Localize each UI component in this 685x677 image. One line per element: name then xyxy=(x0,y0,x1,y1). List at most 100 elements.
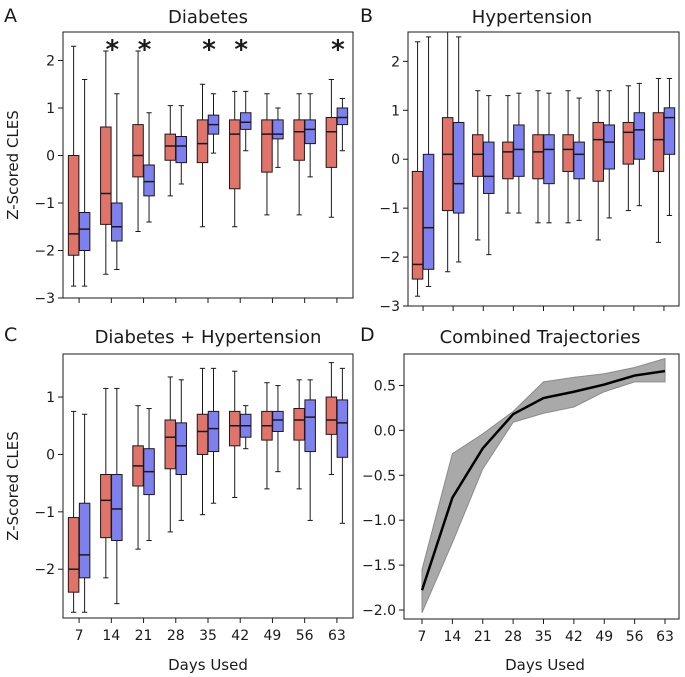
panel-b-plot: −3 −2 −1 0 1 2 xyxy=(379,31,676,315)
y-tick-label: 1 xyxy=(391,103,400,119)
box-series-2 xyxy=(573,141,585,180)
panel-c-frame xyxy=(62,353,354,619)
x-tick-label: 28 xyxy=(167,628,185,644)
y-tick-label: −1.5 xyxy=(362,558,396,574)
box-series-1 xyxy=(196,413,209,455)
box-series-1 xyxy=(67,155,80,256)
panel-d: D Combined Trajectories −2.0 −1.5 −1.0 −0.5… xyxy=(360,324,680,674)
box-series-1 xyxy=(164,419,177,470)
panel-a-ylabel: Z-Scored CLES xyxy=(4,110,22,220)
panel-d-frame xyxy=(403,353,680,620)
y-tick-label: −1 xyxy=(379,201,400,217)
y-tick-label: −3 xyxy=(34,291,55,307)
box-series-1 xyxy=(622,122,635,165)
box-series-1 xyxy=(325,396,338,435)
y-tick-label: 2 xyxy=(46,54,55,70)
significance-star: * xyxy=(202,35,216,65)
box-series-2 xyxy=(513,124,525,177)
x-tick-label: 21 xyxy=(135,628,153,644)
panel-c-ylabel: Z-Scored CLES xyxy=(4,431,22,541)
panel-d-xlabel: Days Used xyxy=(505,656,585,674)
y-tick-label: 0 xyxy=(46,447,55,463)
x-tick-label: 21 xyxy=(474,629,492,645)
box-series-2 xyxy=(78,212,91,251)
panel-b-title: Hypertension xyxy=(472,7,592,28)
y-tick-label: −0.5 xyxy=(362,468,396,484)
y-tick-label: −3 xyxy=(379,299,400,315)
x-tick-label: 63 xyxy=(328,628,346,644)
y-tick-label: −1 xyxy=(34,196,55,212)
x-tick-label: 63 xyxy=(656,629,674,645)
y-tick-label: 1 xyxy=(46,101,55,117)
box-series-1 xyxy=(532,134,544,180)
y-tick-label: −2.0 xyxy=(362,603,396,619)
y-tick-label: −1.0 xyxy=(362,513,396,529)
y-tick-label: −2 xyxy=(34,244,55,260)
panel-a: A Diabetes −3 −2 −1 0 1 2 * * * * * Z-Scored CLES xyxy=(4,5,354,307)
x-tick-label: 35 xyxy=(535,629,553,645)
box-series-1 xyxy=(100,474,112,539)
x-tick-label: 28 xyxy=(504,629,522,645)
box-series-1 xyxy=(293,119,305,161)
box-series-2 xyxy=(336,399,349,458)
panel-d-plot: −2.0 −1.5 −1.0 −0.5 0.0 0.5 7 14 21 28 35 42 49 56 63 xyxy=(362,357,674,645)
x-tick-label: 7 xyxy=(418,629,427,645)
panel-c: C Diabetes + Hypertension −2 −1 0 1 7 14 21 28 3… xyxy=(4,324,354,674)
box-series-2 xyxy=(111,202,123,242)
box-series-2 xyxy=(304,399,316,453)
box-series-2 xyxy=(111,474,123,542)
box-series-1 xyxy=(502,141,514,180)
box-series-2 xyxy=(272,410,284,432)
box-series-1 xyxy=(472,134,484,177)
x-tick-label: 49 xyxy=(595,629,613,645)
y-tick-label: −1 xyxy=(34,505,55,521)
significance-star: * xyxy=(106,35,120,65)
box-series-2 xyxy=(543,134,555,185)
x-tick-label: 42 xyxy=(565,629,583,645)
y-tick-label: −2 xyxy=(379,250,400,266)
box-series-1 xyxy=(100,126,112,225)
x-tick-label: 7 xyxy=(75,628,84,644)
box-series-1 xyxy=(228,410,241,447)
box-series-2 xyxy=(336,107,349,126)
y-tick-label: 0 xyxy=(391,152,400,168)
box-series-1 xyxy=(411,170,424,280)
panel-b: B Hypertension −3 −2 −1 0 1 2 xyxy=(360,5,680,315)
panel-d-title: Combined Trajectories xyxy=(440,327,641,348)
y-tick-label: 0 xyxy=(46,149,55,165)
significance-star: * xyxy=(331,35,345,65)
box-series-1 xyxy=(592,122,604,182)
box-series-2 xyxy=(663,107,676,155)
box-series-2 xyxy=(272,119,284,140)
box-series-2 xyxy=(143,164,155,197)
box-series-1 xyxy=(132,124,144,178)
box-series-1 xyxy=(652,112,665,172)
confidence-band xyxy=(421,357,666,613)
y-tick-label: 2 xyxy=(391,54,400,70)
box-series-1 xyxy=(228,119,241,190)
box-series-2 xyxy=(304,119,316,145)
panel-c-xlabel: Days Used xyxy=(168,656,248,674)
box-series-2 xyxy=(239,112,252,130)
box-series-2 xyxy=(483,141,495,194)
box-series-2 xyxy=(422,153,435,270)
panel-c-letter: C xyxy=(4,324,17,346)
box-series-2 xyxy=(452,122,465,214)
box-series-2 xyxy=(78,502,91,579)
y-tick-label: 1 xyxy=(46,390,55,406)
x-tick-label: 14 xyxy=(443,629,461,645)
box-series-1 xyxy=(164,133,177,161)
box-series-1 xyxy=(325,117,338,168)
significance-star: * xyxy=(234,35,248,65)
panel-d-letter: D xyxy=(360,324,375,346)
x-tick-label: 56 xyxy=(296,628,314,644)
box-series-1 xyxy=(261,119,273,173)
y-tick-label: 0.5 xyxy=(374,378,396,394)
y-tick-label: −2 xyxy=(34,562,55,578)
box-series-1 xyxy=(196,119,209,164)
box-series-1 xyxy=(67,517,80,593)
x-tick-label: 14 xyxy=(102,628,120,644)
y-tick-label: 0.0 xyxy=(374,423,396,439)
box-series-2 xyxy=(603,124,615,170)
box-series-1 xyxy=(293,408,305,441)
